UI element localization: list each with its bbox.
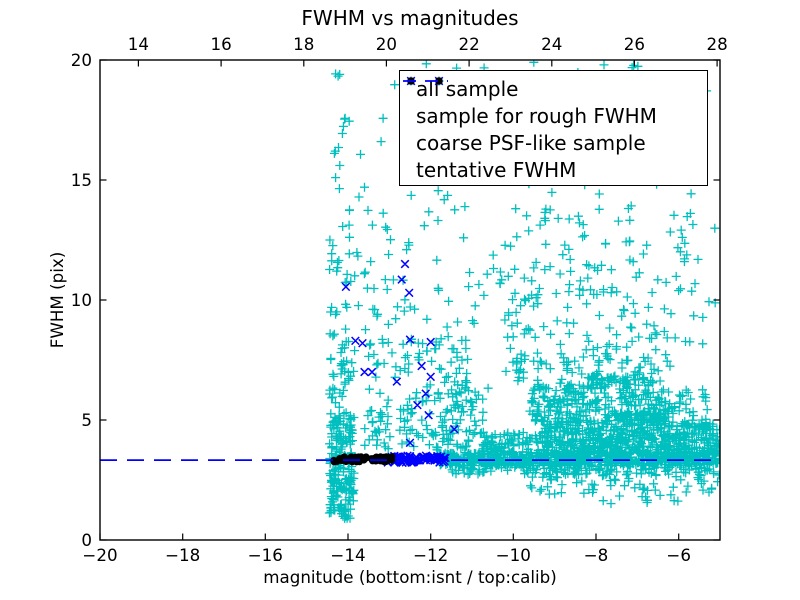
svg-text:20: 20: [376, 34, 397, 54]
svg-text:28: 28: [706, 34, 727, 54]
svg-text:24: 24: [541, 34, 562, 54]
svg-text:−10: −10: [496, 545, 531, 565]
legend: all sample sample for rough FWHM coarse …: [399, 70, 708, 186]
svg-text:−12: −12: [413, 545, 448, 565]
svg-text:22: 22: [458, 34, 479, 54]
chart-title: FWHM vs magnitudes: [301, 6, 519, 30]
svg-text:0: 0: [81, 530, 92, 550]
svg-text:−16: −16: [248, 545, 283, 565]
svg-text:−14: −14: [330, 545, 365, 565]
svg-text:26: 26: [624, 34, 645, 54]
svg-text:18: 18: [293, 34, 314, 54]
svg-text:−6: −6: [666, 545, 691, 565]
svg-text:10: 10: [71, 290, 92, 310]
legend-label: sample for rough FWHM: [416, 103, 657, 128]
legend-item-tentative-fwhm: tentative FWHM: [403, 80, 707, 183]
legend-item-rough-fwhm: sample for rough FWHM: [406, 76, 707, 129]
legend-item-coarse-psf: coarse PSF-like sample: [406, 77, 707, 156]
svg-text:16: 16: [210, 34, 231, 54]
blue-dash-marker-icon: [403, 80, 448, 82]
svg-text:14: 14: [128, 34, 149, 54]
svg-text:20: 20: [71, 50, 92, 70]
svg-text:−18: −18: [165, 545, 200, 565]
svg-text:−20: −20: [82, 545, 117, 565]
svg-text:5: 5: [81, 410, 92, 430]
x-axis-label: magnitude (bottom:isnt / top:calib): [263, 567, 557, 587]
legend-label: tentative FWHM: [416, 157, 577, 182]
y-axis-label: FWHM (pix): [47, 251, 67, 349]
svg-text:−8: −8: [584, 545, 609, 565]
svg-text:15: 15: [71, 170, 92, 190]
legend-label: coarse PSF-like sample: [416, 130, 646, 155]
